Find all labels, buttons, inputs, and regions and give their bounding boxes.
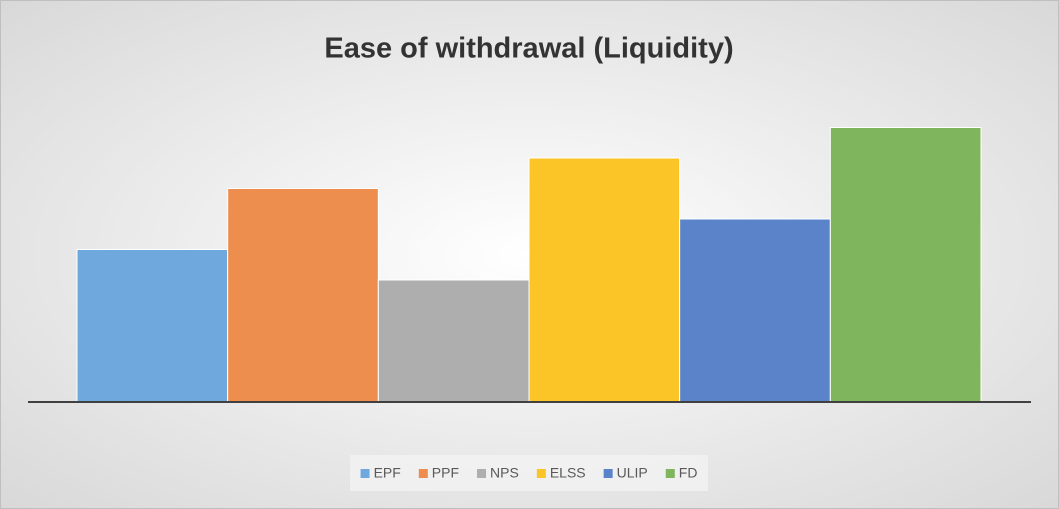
bar	[679, 218, 831, 403]
legend-label: ELSS	[550, 465, 586, 481]
legend-swatch	[603, 469, 613, 478]
bar	[377, 279, 530, 403]
bar	[227, 188, 379, 403]
legend-swatch	[360, 469, 370, 478]
bar	[528, 157, 681, 403]
legend-label: ULIP	[617, 465, 648, 481]
legend-swatch	[418, 469, 428, 478]
legend-swatch	[477, 469, 487, 478]
legend-label: NPS	[490, 465, 519, 481]
legend-label: PPF	[432, 465, 459, 481]
bar	[76, 249, 229, 403]
legend-swatch	[665, 469, 675, 478]
bar	[829, 127, 982, 403]
legend-box	[350, 455, 708, 491]
chart-title: Ease of withdrawal (Liquidity)	[324, 33, 733, 65]
legend-label: FD	[679, 465, 698, 481]
legend-label: EPF	[374, 465, 401, 481]
legend-swatch	[536, 469, 546, 478]
